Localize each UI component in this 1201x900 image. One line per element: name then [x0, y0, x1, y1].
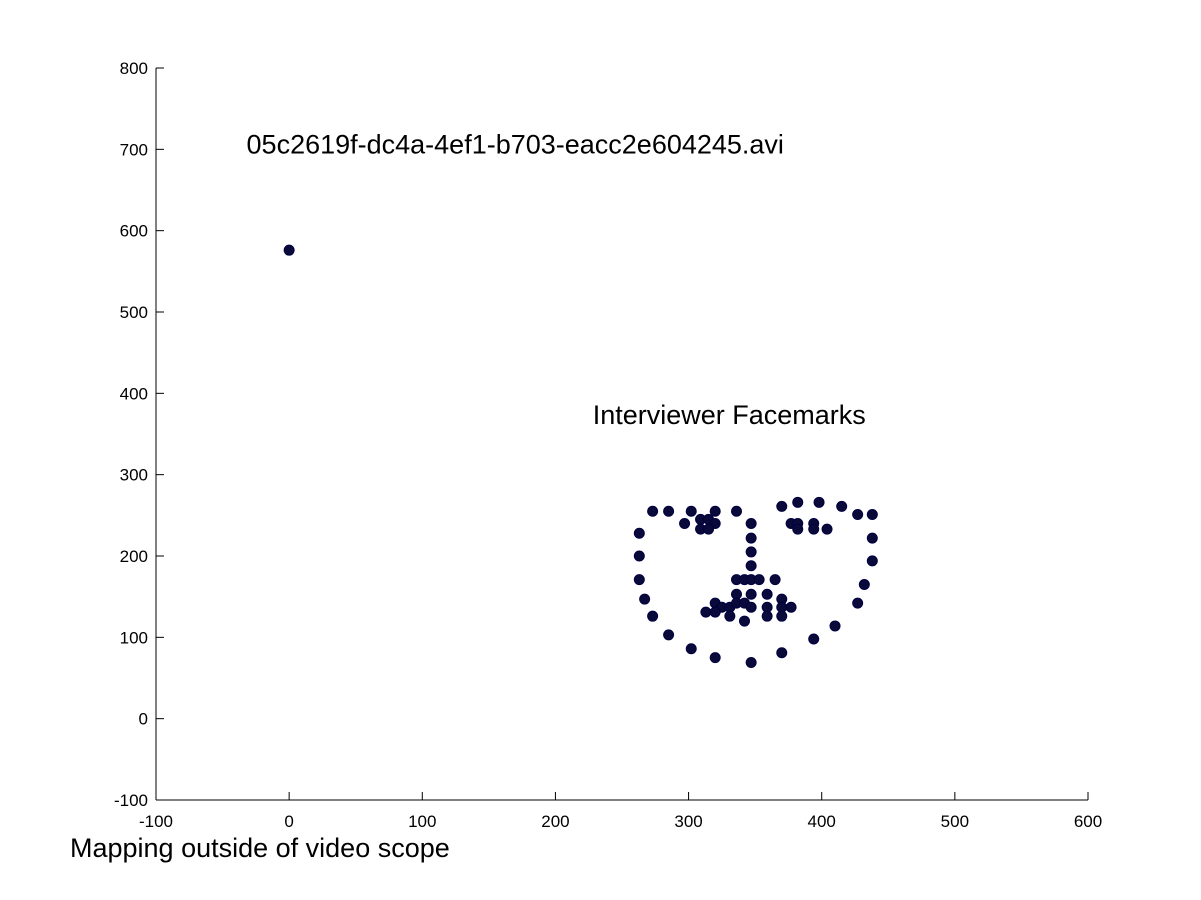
- y-tick-label: 300: [120, 466, 148, 485]
- y-tick-label: 200: [120, 547, 148, 566]
- facemark-point: [700, 606, 712, 618]
- x-tick-label: 300: [674, 812, 702, 831]
- facemark-point: [703, 523, 715, 535]
- facemark-point: [745, 657, 757, 669]
- facemark-point: [858, 578, 870, 590]
- footer-note: Mapping outside of video scope: [70, 833, 450, 863]
- facemark-point: [745, 601, 757, 613]
- annotation-group: 05c2619f-dc4a-4ef1-b703-eacc2e604245.avi…: [247, 129, 866, 430]
- facemark-point: [808, 633, 820, 645]
- facemark-point: [647, 505, 659, 517]
- chart-annotation: Interviewer Facemarks: [593, 400, 866, 430]
- facemark-point: [776, 647, 788, 659]
- y-tick-label: 100: [120, 628, 148, 647]
- facemark-point: [724, 610, 736, 622]
- facemark-point: [761, 588, 773, 600]
- facemark-point: [745, 546, 757, 558]
- facemark-point: [283, 244, 295, 256]
- facemark-point: [785, 601, 797, 613]
- facemark-point: [769, 574, 781, 586]
- y-tick-label: 600: [120, 222, 148, 241]
- facemark-point: [813, 496, 825, 508]
- x-tick-label: 600: [1074, 812, 1102, 831]
- facemark-point: [808, 523, 820, 535]
- facemark-point: [829, 620, 841, 632]
- x-tick-label: 200: [541, 812, 569, 831]
- facemark-point: [633, 550, 645, 562]
- facemark-point: [821, 523, 833, 535]
- facemark-point: [731, 505, 743, 517]
- y-tick-label: 0: [139, 710, 148, 729]
- facemark-point: [753, 574, 765, 586]
- y-tick-label: 500: [120, 303, 148, 322]
- facemark-point: [866, 532, 878, 544]
- facemark-points: [283, 244, 878, 669]
- y-tick-label: 800: [120, 59, 148, 78]
- facemark-point: [776, 610, 788, 622]
- facemark-point: [745, 588, 757, 600]
- facemark-point: [866, 509, 878, 521]
- x-tick-group: -100 0 100 200 300 400 500 600: [139, 792, 1102, 831]
- facemark-point: [792, 523, 804, 535]
- x-tick-label: -100: [139, 812, 173, 831]
- facemark-point: [866, 555, 878, 567]
- x-tick-label: 100: [408, 812, 436, 831]
- facemark-point: [792, 496, 804, 508]
- y-tick-label: -100: [114, 791, 148, 810]
- y-tick-group: -100 0 100 200 300 400 500 600 700 800: [114, 59, 164, 810]
- facemark-point: [647, 610, 659, 622]
- facemark-point: [761, 610, 773, 622]
- facemark-point: [709, 652, 721, 664]
- facemark-point: [679, 517, 691, 529]
- x-tick-label: 0: [284, 812, 293, 831]
- facemark-point: [663, 505, 675, 517]
- facemark-point: [738, 615, 750, 627]
- facemark-point: [685, 505, 697, 517]
- facemark-point: [852, 597, 864, 609]
- chart-annotation: 05c2619f-dc4a-4ef1-b703-eacc2e604245.avi: [247, 129, 784, 159]
- facemark-point: [745, 532, 757, 544]
- facemark-point: [852, 509, 864, 521]
- facemark-point: [776, 500, 788, 512]
- y-tick-label: 700: [120, 140, 148, 159]
- facemark-point: [633, 527, 645, 539]
- facemark-point: [709, 505, 721, 517]
- facemark-point: [745, 517, 757, 529]
- facemark-point: [836, 500, 848, 512]
- facemark-point: [685, 643, 697, 655]
- facemark-point: [663, 629, 675, 641]
- facemark-point: [745, 560, 757, 572]
- x-tick-label: 500: [941, 812, 969, 831]
- y-tick-label: 400: [120, 384, 148, 403]
- x-tick-label: 400: [808, 812, 836, 831]
- facemark-point: [639, 593, 651, 605]
- facemark-point: [633, 574, 645, 586]
- facemark-point: [709, 606, 721, 618]
